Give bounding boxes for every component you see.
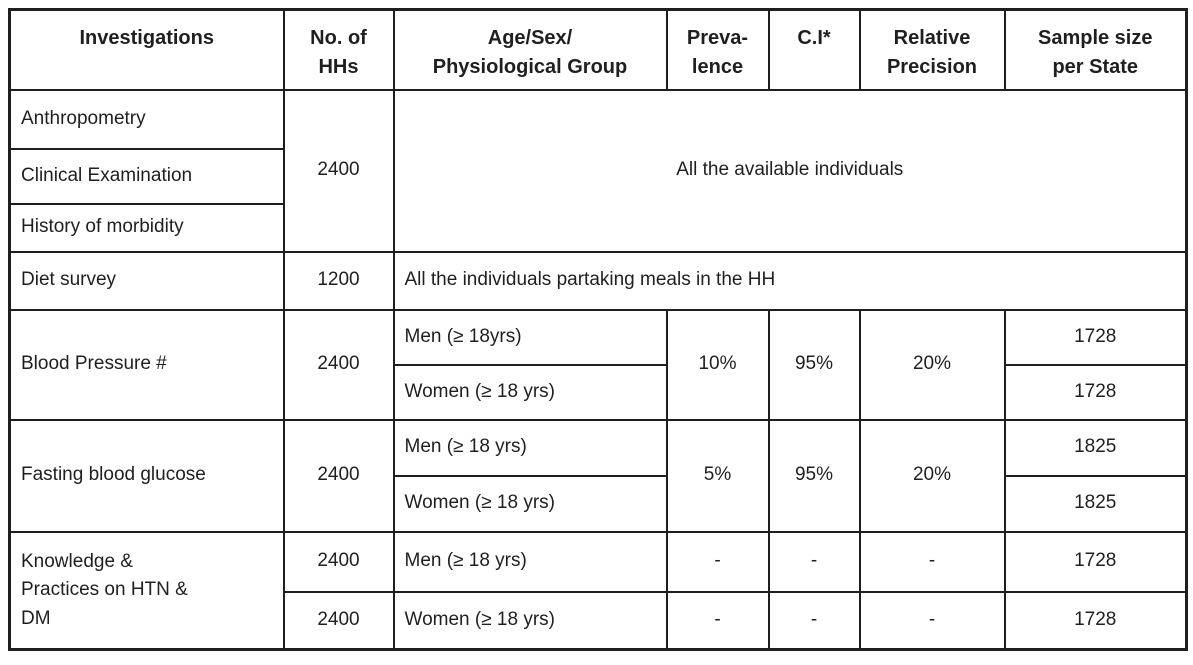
header-row: Investigations No. of HHs Age/Sex/ Physi…: [8, 8, 1188, 91]
table-row: History of morbidity: [8, 202, 1187, 253]
cell-investigation-fasting-blood-glucose: Fasting blood glucose: [8, 418, 285, 533]
cell-prevalence-fasting-blood-glucose: 5%: [665, 418, 770, 533]
cell-investigation-clinical-examination: Clinical Examination: [8, 147, 285, 205]
table-row: Women (≥ 18 yrs) 1728: [10, 363, 1188, 421]
cell-relative-precision-blood-pressure: 20%: [858, 308, 1006, 421]
table-row: Fasting blood glucose 2400 Men (≥ 18 yrs…: [8, 418, 1188, 533]
cell-coverage-diet-survey: All the individuals partaking meals in t…: [392, 250, 1188, 311]
cell-group-bp-men: Men (≥ 18yrs): [392, 308, 668, 366]
table-row: Women (≥ 18 yrs) 1825: [10, 474, 1188, 533]
cell-hhs-kp-women: 2400: [282, 590, 395, 651]
cell-investigation-knowledge-practices: Knowledge & Practices on HTN & DM: [8, 530, 285, 651]
cell-group-kp-women: Women (≥ 18 yrs): [392, 590, 668, 651]
cell-sample-kp-women: 1728: [1003, 590, 1188, 651]
cell-sample-fbg-men: 1825: [1003, 418, 1188, 477]
col-header-prevalence: Preva- lence: [665, 8, 770, 91]
cell-relative-precision-kp-women: -: [858, 590, 1006, 651]
cell-ci-blood-pressure: 95%: [767, 308, 861, 421]
col-header-investigations: Investigations: [8, 8, 285, 91]
cell-prevalence-blood-pressure: 10%: [665, 308, 770, 421]
table-row: 2400 Women (≥ 18 yrs) - - - 1728: [10, 590, 1188, 651]
col-header-relative-precision: Relative Precision: [858, 8, 1006, 91]
cell-ci-kp-men: -: [767, 530, 861, 593]
cell-group-fbg-men: Men (≥ 18 yrs): [392, 418, 668, 477]
cell-group-kp-men: Men (≥ 18 yrs): [392, 530, 668, 593]
col-header-age-sex-group: Age/Sex/ Physiological Group: [392, 8, 668, 91]
cell-sample-fbg-women: 1825: [1003, 474, 1188, 533]
col-header-sample-size: Sample size per State: [1003, 8, 1188, 91]
col-header-ci: C.I*: [767, 8, 861, 91]
table-row: Diet survey 1200 All the individuals par…: [8, 250, 1188, 311]
cell-prevalence-kp-women: -: [665, 590, 770, 651]
cell-hhs-anthropometry-group: 2400: [282, 88, 395, 253]
table-row: Blood Pressure # 2400 Men (≥ 18yrs) 10% …: [8, 308, 1188, 421]
cell-hhs-diet-survey: 1200: [282, 250, 395, 311]
cell-investigation-anthropometry: Anthropometry: [8, 88, 285, 150]
cell-hhs-blood-pressure: 2400: [282, 308, 395, 421]
table-row: Clinical Examination: [8, 147, 1187, 205]
table-row: Anthropometry 2400 All the available ind…: [8, 88, 1188, 253]
cell-ci-fasting-blood-glucose: 95%: [767, 418, 861, 533]
cell-prevalence-kp-men: -: [665, 530, 770, 593]
cell-hhs-fasting-blood-glucose: 2400: [282, 418, 395, 533]
cell-ci-kp-women: -: [767, 590, 861, 651]
cell-investigation-diet-survey: Diet survey: [8, 250, 285, 311]
survey-sampling-table: Investigations No. of HHs Age/Sex/ Physi…: [8, 8, 1188, 651]
cell-sample-bp-men: 1728: [1003, 308, 1188, 366]
cell-investigation-blood-pressure: Blood Pressure #: [8, 308, 285, 421]
cell-relative-precision-kp-men: -: [858, 530, 1006, 593]
cell-sample-bp-women: 1728: [1003, 363, 1188, 421]
cell-sample-kp-men: 1728: [1003, 530, 1188, 593]
cell-investigation-history-of-morbidity: History of morbidity: [8, 202, 285, 253]
table-row: Knowledge & Practices on HTN & DM 2400 M…: [8, 530, 1188, 651]
cell-group-bp-women: Women (≥ 18 yrs): [392, 363, 668, 421]
col-header-no-of-hhs: No. of HHs: [282, 8, 395, 91]
cell-group-fbg-women: Women (≥ 18 yrs): [392, 474, 668, 533]
cell-coverage-anthropometry-group: All the available individuals: [392, 88, 1188, 253]
cell-relative-precision-fasting-blood-glucose: 20%: [858, 418, 1006, 533]
cell-hhs-kp-men: 2400: [282, 530, 395, 593]
